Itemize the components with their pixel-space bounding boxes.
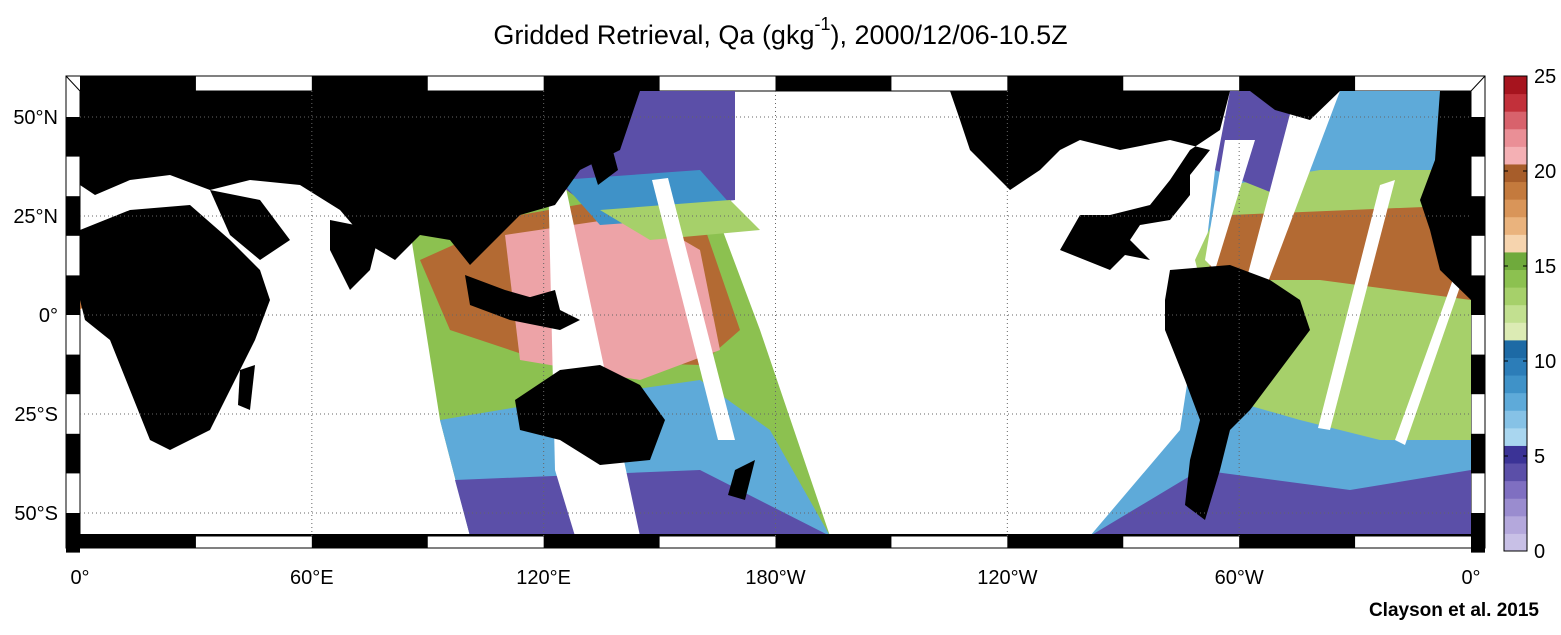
colorbar-segment (1504, 515, 1527, 534)
colorbar: 0 5 10 15 20 25 (1503, 66, 1556, 563)
colorbar-segment (1504, 339, 1527, 358)
colorbar-segment (1504, 480, 1527, 499)
colorbar-segment (1504, 269, 1527, 288)
colorbar-segment (1504, 146, 1527, 165)
colorbar-segment (1504, 445, 1527, 464)
colorbar-segment (1504, 199, 1527, 218)
colorbar-segment (1504, 410, 1527, 429)
longitude-tick-label: 0° (70, 567, 89, 589)
colorbar-tick-label: 20 (1534, 161, 1556, 183)
longitude-tick-label: 60°E (290, 567, 334, 589)
latitude-tick-label: 50°S (14, 503, 58, 525)
colorbar-tick-label: 0 (1534, 541, 1545, 563)
credit-text: Clayson et al. 2015 (1368, 600, 1539, 621)
colorbar-tick-label: 5 (1534, 446, 1545, 468)
latitude-tick-label: 0° (39, 305, 58, 327)
colorbar-segment (1504, 111, 1527, 130)
latitude-tick-label: 25°S (14, 404, 58, 426)
latitude-labels: 50°N 25°N 0° 25°S 50°S (13, 107, 58, 525)
colorbar-segment (1504, 322, 1527, 341)
longitude-labels: 0° 60°E 120°E 180°W 120°W 60°W 0° (70, 567, 1480, 589)
colorbar-segment (1504, 392, 1527, 411)
colorbar-segment (1504, 287, 1527, 306)
continents (80, 91, 1471, 536)
colorbar-segment (1504, 163, 1527, 183)
colorbar-segment (1504, 128, 1527, 147)
colorbar-tick-label: 25 (1534, 66, 1556, 88)
colorbar-segment (1504, 251, 1527, 271)
colorbar-segment (1504, 463, 1527, 482)
colorbar-tick-label: 15 (1534, 256, 1556, 278)
colorbar-segment (1504, 304, 1527, 323)
longitude-tick-label: 120°W (977, 567, 1037, 589)
colorbar-tick-label: 10 (1534, 351, 1556, 373)
colorbar-segment (1504, 498, 1527, 517)
latitude-tick-label: 50°N (13, 107, 58, 129)
longitude-tick-label: 120°E (516, 567, 571, 589)
longitude-tick-label: 180°W (745, 567, 805, 589)
longitude-tick-label: 0° (1461, 567, 1480, 589)
latitude-tick-label: 25°N (13, 206, 58, 228)
colorbar-segment (1504, 357, 1527, 376)
colorbar-segment (1504, 93, 1527, 112)
colorbar-segment (1504, 76, 1527, 95)
chart-title: Gridded Retrieval, Qa (gkg-1), 2000/12/0… (493, 14, 1068, 50)
colorbar-segment (1504, 427, 1527, 446)
colorbar-segment (1504, 533, 1527, 552)
colorbar-segment (1504, 181, 1527, 200)
longitude-tick-label: 60°W (1215, 567, 1264, 589)
colorbar-segment (1504, 216, 1527, 235)
colorbar-segment (1504, 375, 1527, 394)
colorbar-segment (1504, 234, 1527, 253)
